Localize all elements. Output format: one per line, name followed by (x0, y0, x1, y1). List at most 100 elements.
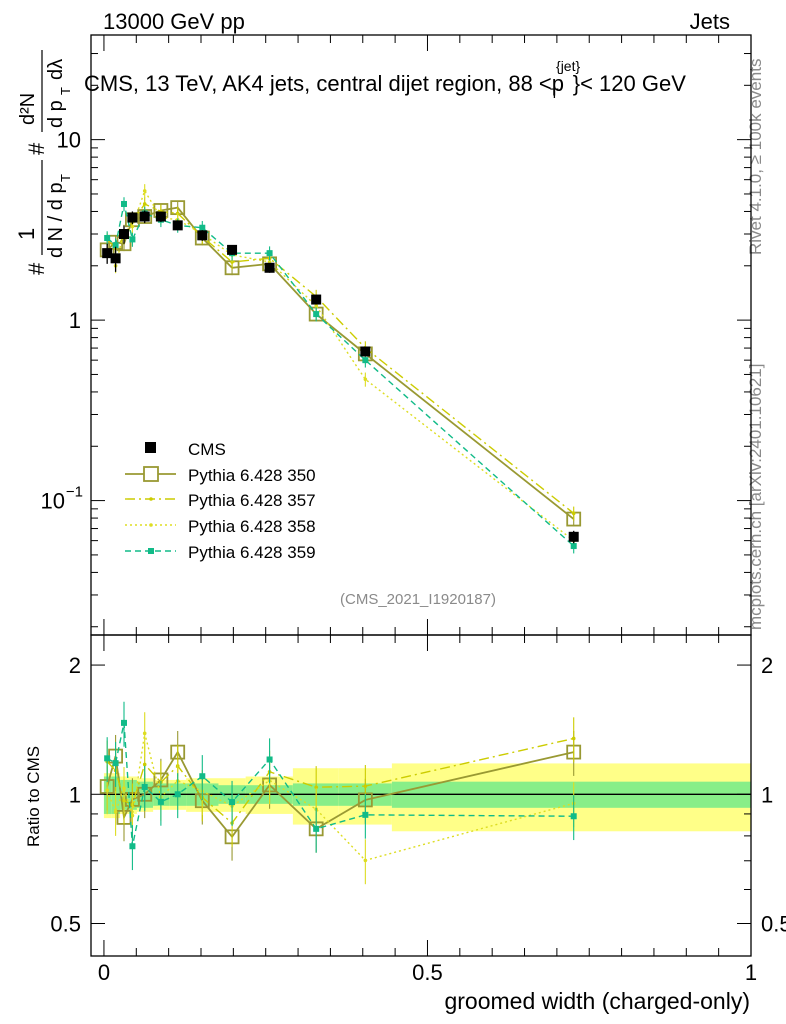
ratio-frame (90, 634, 752, 957)
series-marker (121, 200, 127, 207)
cms-data (102, 210, 579, 544)
y-axis-label: # 1 d N / d p T # d²N d p T dλ (14, 50, 73, 275)
legend-label: Pythia 6.428 358 (188, 517, 316, 536)
ratio-marker (570, 813, 577, 820)
data-point (155, 211, 166, 222)
svg-text:dλ: dλ (45, 59, 67, 80)
ratio-marker (229, 799, 236, 806)
svg-text:d p: d p (45, 100, 67, 128)
ratio-tick-label-right: 1 (761, 782, 773, 807)
legend-label: Pythia 6.428 359 (188, 543, 316, 562)
series-line (106, 206, 575, 520)
legend-marker (149, 523, 153, 527)
ratio-marker (174, 791, 181, 798)
ratio-marker (142, 762, 147, 767)
data-point (119, 229, 129, 240)
series-marker (142, 189, 147, 193)
data-point (110, 253, 121, 264)
series-marker (130, 224, 135, 229)
ratio-tick-label-right: 2 (761, 653, 773, 678)
ratio-marker (199, 773, 206, 780)
series-marker (142, 202, 147, 206)
analysis-watermark: (CMS_2021_I1920187) (340, 591, 496, 608)
svg-text:d N / d p: d N / d p (45, 182, 67, 258)
y-tick-label: 10 (41, 489, 65, 514)
series-marker (314, 304, 318, 308)
series-marker (199, 224, 206, 231)
legend-label-cms: CMS (188, 440, 226, 459)
data-point (139, 211, 150, 222)
ratio-tick-label: 2 (69, 653, 81, 678)
ratio-marker (112, 760, 119, 767)
legend-marker (148, 548, 154, 554)
ratio-marker (104, 755, 111, 762)
series-line (106, 189, 575, 542)
ratio-marker (121, 719, 127, 726)
y-tick-label: 1 (69, 308, 81, 333)
series-marker (104, 235, 111, 242)
ratio-band-inner (103, 776, 112, 814)
series-marker (362, 357, 369, 364)
jets-label: Jets (690, 9, 730, 34)
legend-label: Pythia 6.428 357 (188, 491, 316, 510)
ratio-marker (129, 843, 136, 850)
data-point (568, 531, 579, 542)
series-3 (105, 184, 576, 549)
svg-text:d²N: d²N (17, 93, 39, 125)
data-point (227, 244, 238, 255)
main-series (99, 184, 582, 554)
chart-title-sub: T (550, 85, 559, 101)
ratio-marker (105, 788, 109, 793)
ratio-marker (157, 798, 164, 805)
ratio-tick-label-right: 0.5 (761, 911, 786, 936)
ratio-marker (141, 783, 148, 790)
series-marker (570, 543, 577, 550)
svg-text:#: # (24, 262, 49, 275)
ratio-y-label: Ratio to CMS (24, 746, 43, 847)
series-marker (266, 250, 273, 257)
series-line (106, 203, 575, 514)
ratio-marker (362, 811, 369, 818)
energy-label: 13000 GeV pp (103, 9, 245, 34)
series-marker (112, 242, 119, 249)
series-line (106, 203, 575, 547)
svg-text:1: 1 (14, 228, 39, 240)
data-point (102, 248, 113, 259)
ratio-marker (113, 810, 118, 814)
data-point (311, 294, 322, 305)
ratio-marker (363, 784, 368, 788)
data-point (264, 262, 275, 273)
chart-title: CMS, 13 TeV, AK4 jets, central dijet reg… (84, 58, 686, 101)
x-axis: 0 0.5 1 (98, 35, 757, 985)
series-2 (105, 197, 576, 521)
chart-title-main: CMS, 13 TeV, AK4 jets, central dijet reg… (84, 71, 564, 96)
legend: CMS Pythia 6.428 350 Pythia 6.428 357 Pythi… (125, 440, 316, 562)
y-tick-label-exponent: −1 (66, 484, 83, 501)
series-1 (99, 200, 582, 527)
data-point (360, 346, 371, 357)
ratio-marker (130, 813, 135, 818)
ratio-marker (571, 736, 576, 741)
chart-title-end: }< 120 GeV (573, 71, 686, 96)
ratio-series (99, 701, 582, 885)
legend-label: Pythia 6.428 350 (188, 466, 316, 485)
mcplots-label: mcplots.cern.ch [arXiv:2401.10621] (746, 364, 765, 630)
ratio-tick-label: 0.5 (50, 911, 81, 936)
ratio-marker (122, 786, 126, 790)
ratio-marker (363, 858, 368, 863)
series-4 (104, 197, 577, 554)
ratio-marker (314, 785, 318, 790)
series-marker (363, 377, 368, 382)
chart-title-sup: {jet} (556, 58, 580, 74)
data-point (127, 212, 138, 223)
ratio-marker (266, 756, 273, 763)
ratio-series-4 (104, 701, 577, 871)
series-marker (571, 511, 576, 516)
series-marker (129, 236, 136, 243)
ratio-ticks: 0.5 0.5 1 1 2 2 (50, 653, 786, 936)
svg-text:T: T (58, 87, 73, 95)
x-tick-label: 0 (98, 960, 110, 985)
